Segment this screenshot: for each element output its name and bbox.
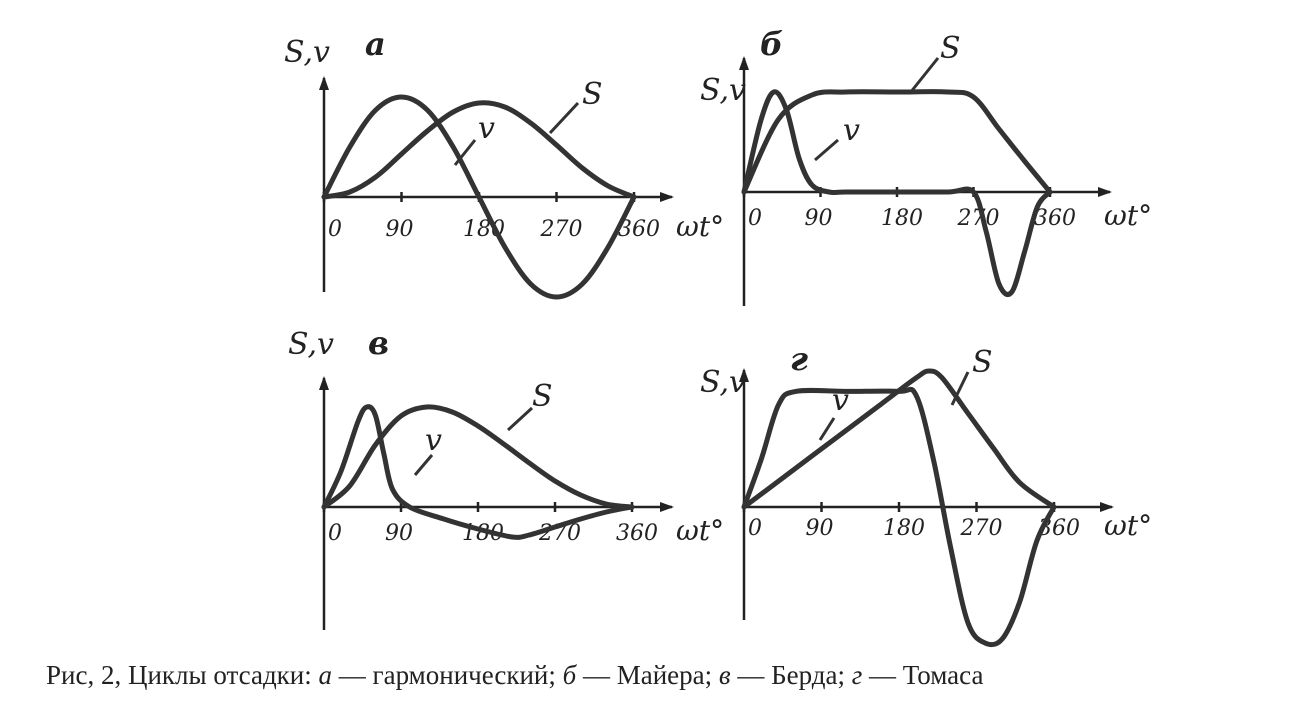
series-S-leader-b (908, 57, 940, 94)
panel-letter-v: в (368, 324, 389, 362)
series-S-leader-a (548, 101, 580, 135)
x-tick-label-a-0: 0 (328, 217, 342, 242)
series-v-label-g: v (832, 383, 849, 418)
series-S-label-v: S (532, 379, 553, 414)
y-axis-label-g: S,v (700, 365, 746, 400)
caption-text-g: — Томаса (862, 660, 984, 690)
series-S-label-b: S (940, 31, 961, 66)
caption-text-v: — Берда; (730, 660, 852, 690)
x-tick-label-g-90: 90 (806, 516, 834, 541)
series-S-leader-g (950, 371, 970, 406)
series-v-curve-a (321, 94, 637, 300)
y-axis-label-a: S,v (284, 35, 330, 70)
caption-letter-b: б (562, 660, 577, 690)
x-tick-label-g-180: 180 (883, 516, 925, 541)
x-tick-label-b-90: 90 (805, 206, 833, 231)
x-axis-label-a: ωt° (676, 210, 724, 243)
panel-letter-b: б (760, 25, 783, 63)
series-v-curve-b (741, 89, 1053, 297)
caption-letter-a: а (318, 660, 333, 690)
x-tick-label-b-180: 180 (881, 206, 923, 231)
panel-b: 0 90 180 270 360 S,v ωt° б Sv (700, 25, 1152, 306)
caption-prefix: Рис, 2, Циклы отсадки: (46, 660, 319, 690)
series-S-leader-v (506, 406, 534, 432)
figure-caption: Рис, 2, Циклы отсадки: а — гармонический… (46, 660, 1266, 691)
caption-letter-v: в (718, 660, 731, 690)
series-v-label-v: v (425, 423, 442, 458)
x-tick-label-a-90: 90 (386, 217, 414, 242)
series-v-curve-g (741, 386, 1057, 648)
series-v-label-b: v (843, 113, 860, 148)
series-S-curve-g (741, 368, 1057, 510)
caption-text-a: — гармонический; (332, 660, 563, 690)
series-S-curve-b (741, 89, 1053, 195)
x-axis-label-b: ωt° (1104, 199, 1152, 232)
series-S-label-g: S (972, 345, 993, 380)
y-axis-label-v: S,v (288, 327, 334, 362)
x-tick-label-b-360: 360 (1034, 206, 1076, 231)
x-tick-label-b-270: 270 (957, 206, 1000, 231)
caption-text-b: — Майера; (576, 660, 719, 690)
x-tick-label-a-270: 270 (540, 217, 583, 242)
series-S-curve-v (321, 404, 635, 510)
series-v-leader-b (814, 138, 839, 162)
x-tick-label-v-0: 0 (328, 521, 342, 546)
series-S-curve-a (321, 100, 637, 200)
series-v-leader-a (453, 139, 477, 166)
series-v-leader-g (818, 417, 836, 441)
x-tick-label-v-360: 360 (616, 521, 658, 546)
x-tick-label-g-270: 270 (960, 516, 1003, 541)
x-axis-label-g: ωt° (1104, 509, 1152, 542)
series-v-label-a: v (478, 111, 495, 146)
series-v-curve-v (321, 404, 635, 540)
series-S-label-a: S (582, 77, 603, 112)
series-v-leader-v (413, 454, 434, 476)
y-axis-label-b: S,v (700, 73, 746, 108)
x-tick-label-g-0: 0 (748, 516, 762, 541)
x-tick-label-b-0: 0 (748, 206, 762, 231)
x-tick-label-a-360: 360 (618, 217, 660, 242)
caption-letter-g: г (851, 660, 863, 690)
x-tick-label-v-90: 90 (385, 521, 413, 546)
panel-letter-g: г (790, 340, 808, 378)
x-axis-label-v: ωt° (676, 514, 724, 547)
panel-letter-a: а (365, 25, 386, 63)
